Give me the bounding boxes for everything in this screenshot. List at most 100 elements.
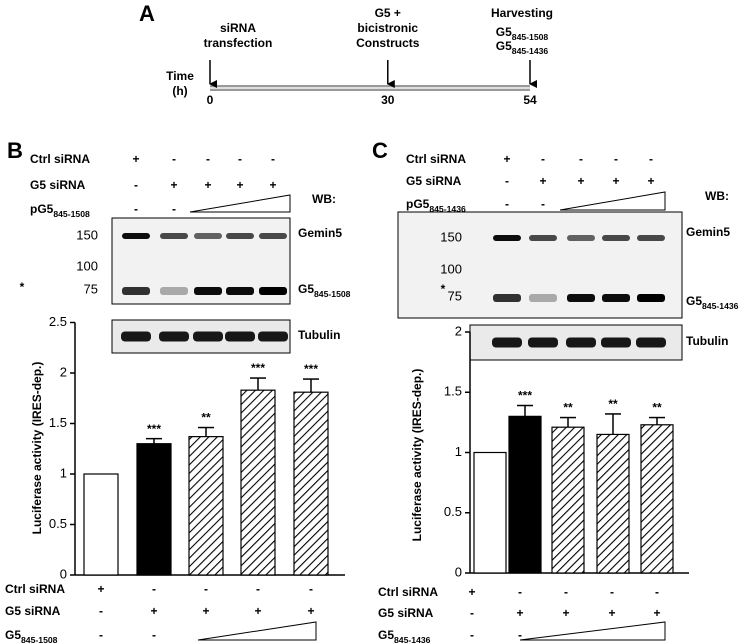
band <box>259 233 287 239</box>
condition-sign: - <box>256 582 260 596</box>
bar <box>596 433 630 574</box>
condition-sign: - <box>470 606 474 620</box>
band <box>121 331 151 342</box>
band <box>225 331 255 342</box>
band <box>602 235 630 241</box>
condition-sign: + <box>97 582 104 596</box>
label-subscript: 845-1508 <box>53 209 90 219</box>
mw-marker: 150 <box>76 227 98 242</box>
label-subscript: 845-1508 <box>314 289 351 299</box>
condition-sign: + <box>170 178 177 192</box>
y-tick-label: 2 <box>455 323 462 338</box>
condition-label: Ctrl siRNA <box>406 152 466 166</box>
y-tick-label: 0.5 <box>444 504 462 519</box>
dose-triangle <box>559 191 666 211</box>
label-subscript: 845-1508 <box>21 635 58 644</box>
band <box>637 235 665 241</box>
condition-sign: - <box>172 202 176 216</box>
significance: ** <box>608 397 618 411</box>
condition-label: G5 siRNA <box>378 606 434 620</box>
band <box>122 287 150 295</box>
condition-sign: - <box>152 628 156 642</box>
mw-marker: 100 <box>76 258 98 273</box>
bar <box>293 391 329 576</box>
time-label: (h) <box>172 84 187 98</box>
y-axis-label: Luciferase activity (IRES-dep.) <box>410 369 424 542</box>
label-base: G5 <box>686 294 702 308</box>
band-label: G5845-1436 <box>686 294 739 311</box>
band-label: G5845-1508 <box>298 282 351 299</box>
construct-label: G5845-1436 <box>496 39 549 56</box>
label-subscript: 845-1436 <box>394 635 431 644</box>
condition-sign: + <box>647 174 654 188</box>
band <box>194 233 222 239</box>
band-label: Gemin5 <box>686 225 730 239</box>
event-label: bicistronic <box>357 21 418 35</box>
band <box>259 287 287 295</box>
asterisk: * <box>20 280 25 294</box>
time-label: Time <box>166 69 194 83</box>
event-label: siRNA <box>220 21 256 35</box>
condition-sign: - <box>206 152 210 166</box>
blot <box>397 211 683 319</box>
panel-label: B <box>7 138 23 163</box>
band <box>567 294 595 302</box>
condition-sign: + <box>608 606 615 620</box>
condition-sign: + <box>202 604 209 618</box>
significance: *** <box>304 362 318 376</box>
band-label: Gemin5 <box>298 226 342 240</box>
condition-sign: + <box>254 604 261 618</box>
dose-triangle <box>189 194 291 213</box>
condition-sign: + <box>269 178 276 192</box>
event-label: transfection <box>204 36 273 50</box>
condition-label: G5 siRNA <box>406 174 462 188</box>
bar <box>188 436 224 576</box>
mw-marker: 75 <box>448 288 462 303</box>
condition-label: pG5845-1436 <box>406 197 466 214</box>
y-tick-label: 0 <box>455 564 462 579</box>
event-label: Harvesting <box>491 6 553 20</box>
band <box>193 331 223 342</box>
y-tick-label: 2.5 <box>49 314 67 329</box>
band <box>567 235 595 241</box>
condition-label: Ctrl siRNA <box>378 585 438 599</box>
significance: *** <box>251 361 265 375</box>
condition-sign: - <box>518 585 522 599</box>
y-tick-label: 0.5 <box>49 516 67 531</box>
condition-label: G5845-1436 <box>378 628 431 644</box>
dose-triangle <box>519 621 666 641</box>
condition-sign: - <box>99 604 103 618</box>
label-base: G5 <box>5 628 21 642</box>
condition-sign: + <box>516 606 523 620</box>
band <box>159 331 189 342</box>
label-subscript: 845-1508 <box>512 32 549 42</box>
band <box>258 331 288 342</box>
condition-sign: + <box>539 174 546 188</box>
band <box>160 287 188 295</box>
bar <box>551 426 585 574</box>
band <box>493 294 521 302</box>
significance: ** <box>201 411 211 425</box>
condition-sign: + <box>503 152 510 166</box>
condition-sign: + <box>653 606 660 620</box>
y-tick-label: 1 <box>455 444 462 459</box>
band <box>194 287 222 295</box>
band <box>566 337 596 348</box>
condition-sign: - <box>564 585 568 599</box>
band <box>492 337 522 348</box>
label-base: G5 <box>496 39 512 53</box>
label-base: pG5 <box>406 197 430 211</box>
bar <box>508 415 542 574</box>
condition-sign: - <box>518 628 522 642</box>
y-tick-label: 2 <box>60 364 67 379</box>
label-base: G5 <box>496 25 512 39</box>
significance: ** <box>652 401 662 415</box>
condition-sign: + <box>150 604 157 618</box>
band <box>636 337 666 348</box>
condition-label: G5845-1508 <box>5 628 58 644</box>
condition-sign: - <box>238 152 242 166</box>
condition-sign: + <box>577 174 584 188</box>
y-tick-label: 1.5 <box>444 384 462 399</box>
condition-sign: - <box>271 152 275 166</box>
label-subscript: 845-1436 <box>429 204 466 214</box>
